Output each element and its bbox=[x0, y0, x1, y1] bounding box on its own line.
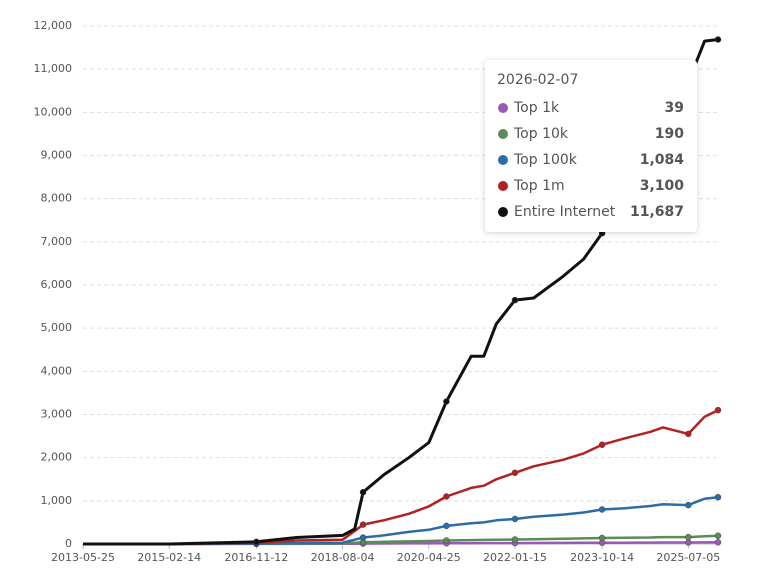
y-tick-label: 7,000 bbox=[41, 235, 73, 248]
x-tick-label: 2013-05-25 bbox=[51, 551, 115, 564]
legend-swatch bbox=[498, 155, 508, 165]
tooltip-value: 1,084 bbox=[640, 152, 685, 168]
y-tick-label: 5,000 bbox=[41, 321, 73, 334]
tooltip-box bbox=[485, 60, 697, 232]
legend-label: Entire Internet bbox=[514, 204, 616, 220]
legend-label: Top 1k bbox=[513, 100, 560, 116]
y-tick-label: 6,000 bbox=[41, 278, 73, 291]
y-tick-label: 2,000 bbox=[41, 451, 73, 464]
legend-label: Top 100k bbox=[513, 152, 578, 168]
data-point bbox=[359, 521, 367, 528]
tooltip-value: 3,100 bbox=[640, 178, 685, 194]
x-tick-label: 2023-10-14 bbox=[570, 551, 634, 564]
data-point bbox=[443, 398, 450, 405]
data-point bbox=[685, 539, 692, 546]
data-point bbox=[511, 536, 519, 543]
tooltip-value: 39 bbox=[665, 100, 684, 116]
y-tick-label: 1,000 bbox=[41, 494, 73, 507]
x-tick-label: 2016-11-12 bbox=[224, 551, 288, 564]
data-point bbox=[685, 501, 692, 509]
data-point bbox=[714, 36, 722, 43]
data-point bbox=[511, 515, 519, 523]
data-point bbox=[598, 441, 606, 448]
data-point bbox=[443, 522, 450, 530]
data-point bbox=[511, 296, 519, 304]
data-point bbox=[714, 406, 722, 414]
data-point bbox=[359, 534, 367, 541]
y-tick-label: 9,000 bbox=[41, 149, 73, 162]
series-line bbox=[83, 409, 719, 546]
legend-swatch bbox=[498, 207, 508, 217]
legend-label: Top 10k bbox=[513, 126, 569, 142]
data-point bbox=[685, 430, 692, 438]
data-point bbox=[253, 538, 260, 546]
legend-swatch bbox=[498, 103, 508, 113]
y-tick-label: 8,000 bbox=[41, 192, 73, 205]
data-point bbox=[598, 506, 606, 513]
data-point bbox=[359, 488, 367, 496]
y-tick-label: 4,000 bbox=[41, 364, 73, 377]
data-point bbox=[714, 532, 722, 540]
data-point bbox=[714, 493, 722, 501]
x-tick-label: 2022-01-15 bbox=[483, 551, 547, 564]
data-point bbox=[511, 469, 519, 477]
data-point bbox=[443, 493, 450, 500]
tooltip-title: 2026-02-07 bbox=[497, 72, 578, 88]
x-tick-label: 2018-08-04 bbox=[311, 551, 375, 564]
legend-label: Top 1m bbox=[513, 178, 565, 194]
data-point bbox=[685, 533, 692, 541]
x-tick-label: 2025-07-05 bbox=[656, 551, 720, 564]
y-tick-label: 10,000 bbox=[34, 105, 73, 118]
y-tick-label: 3,000 bbox=[41, 408, 73, 421]
x-tick-label: 2015-02-14 bbox=[137, 551, 201, 564]
legend-swatch bbox=[498, 181, 508, 191]
tooltip-value: 190 bbox=[655, 126, 684, 142]
series-line bbox=[83, 495, 719, 546]
legend-swatch bbox=[498, 129, 508, 139]
x-tick-label: 2020-04-25 bbox=[397, 551, 461, 564]
y-tick-label: 0 bbox=[65, 537, 72, 550]
tooltip-value: 11,687 bbox=[630, 204, 684, 220]
y-tick-label: 12,000 bbox=[34, 19, 73, 32]
data-point bbox=[443, 537, 450, 544]
tooltip: 2026-02-07 Top 1k 39 Top 10k 190 Top 100k 1,08… bbox=[485, 60, 697, 232]
data-point bbox=[714, 539, 722, 546]
data-point bbox=[598, 534, 606, 542]
y-tick-label: 11,000 bbox=[34, 62, 73, 75]
